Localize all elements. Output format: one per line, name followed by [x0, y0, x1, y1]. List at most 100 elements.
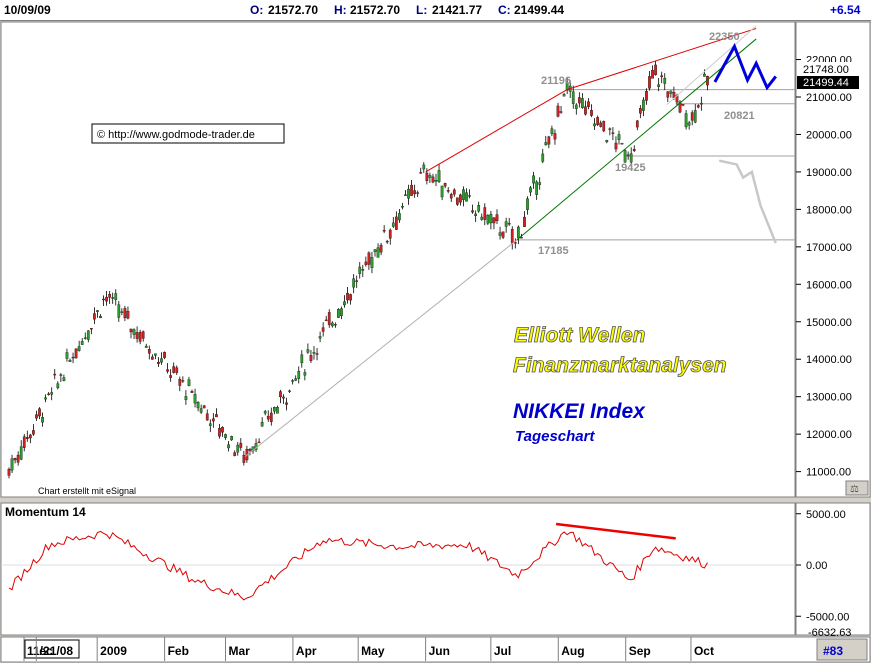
candle-body [364, 261, 368, 265]
candle-body [144, 345, 148, 348]
candle-body [71, 356, 75, 359]
price-tick-label: 13000.00 [806, 392, 852, 404]
candle-body [294, 378, 298, 381]
price-tick-label: 11000.00 [806, 467, 851, 479]
candle-body [639, 108, 642, 114]
candle-body [684, 113, 688, 128]
candle-body [93, 313, 96, 320]
candle-body [367, 252, 371, 265]
last-close-label: 21499.44 [803, 77, 849, 89]
candle-body [565, 82, 569, 91]
candle-body [340, 308, 343, 316]
long-term-trendline [244, 239, 518, 458]
candle-body [407, 188, 410, 199]
candle-body [416, 192, 420, 194]
candle-body [263, 411, 267, 414]
price-tick-label: 15000.00 [806, 317, 852, 329]
momentum-last-label: -6632.63 [808, 627, 851, 639]
candle-body [651, 70, 654, 79]
candle-body [279, 391, 282, 398]
candle-body [541, 153, 545, 162]
candle-body [544, 142, 548, 146]
candle-body [135, 332, 139, 339]
candle-body [654, 64, 657, 76]
candle-body [41, 416, 44, 423]
candle-body [233, 452, 237, 456]
low-value: 21421.77 [432, 3, 483, 17]
candle-body [550, 128, 554, 134]
support-resistance-levels [516, 89, 795, 241]
candle-body [132, 329, 136, 335]
candle-body [330, 322, 334, 327]
candle-body [434, 180, 438, 182]
candle-body [248, 449, 252, 451]
candle-body [620, 143, 624, 145]
candle-body [498, 232, 502, 236]
candle-body [272, 407, 276, 412]
candle-body [645, 91, 648, 101]
candle-body [28, 434, 32, 439]
candle-body [236, 444, 240, 453]
scale-icon[interactable] [845, 480, 869, 496]
candle-body [623, 150, 627, 163]
candle-body [86, 330, 90, 340]
candle-body [129, 328, 133, 333]
candle-body [163, 351, 166, 358]
time-tick-label: May [361, 644, 385, 658]
candle-body [696, 105, 700, 108]
candle-body [693, 110, 697, 123]
candle-body [99, 316, 102, 319]
candle-body [321, 327, 325, 332]
change-value: +6.54 [830, 3, 861, 17]
price-tick-labels: 22000.0021000.0020000.0019000.0018000.00… [796, 55, 852, 479]
chart-subtitle: Tageschart [515, 428, 595, 445]
candle-body [32, 430, 35, 435]
candle-body [141, 331, 145, 339]
time-axis-bar [0, 636, 871, 663]
candle-body [404, 194, 407, 196]
candle-body [428, 175, 432, 178]
time-tick-label: Mar [229, 644, 251, 658]
candle-body [449, 194, 453, 199]
candle-body [50, 392, 54, 395]
candle-body [401, 206, 404, 208]
candle-body [605, 140, 609, 143]
candle-body [157, 361, 160, 364]
candle-body [199, 408, 203, 413]
candle-body [303, 372, 307, 376]
time-tick-label: ec [39, 644, 53, 658]
candle-body [56, 383, 60, 389]
candle-body [538, 182, 542, 185]
candle-body [74, 348, 78, 359]
price-tick-label: 20000.00 [806, 129, 852, 141]
candle-body [440, 185, 444, 198]
price-tick-label: 17000.00 [806, 242, 852, 254]
watermark-box [91, 123, 285, 144]
forecast-path-bullish [713, 42, 777, 91]
candle-body [562, 94, 566, 97]
index-name: NIKKEI Index [513, 400, 646, 423]
candle-body [150, 356, 154, 360]
price-tick-label: 19000.00 [806, 167, 852, 179]
candle-body [175, 367, 179, 373]
candle-body [22, 436, 26, 448]
candle-body [559, 111, 563, 113]
candle-body [221, 427, 224, 433]
candle-body [452, 189, 456, 195]
candle-body [126, 310, 130, 319]
price-tick-label: 18000.00 [806, 204, 852, 216]
time-tick-label: Oct [694, 644, 714, 658]
candle-body [526, 198, 529, 210]
credit-text: Chart erstellt mit eSignal [38, 486, 136, 496]
candle-body [468, 195, 471, 197]
candle-body [13, 458, 17, 461]
low-label: L: [416, 3, 428, 17]
open-label: O: [250, 3, 264, 17]
resistance-trendline [425, 89, 568, 173]
candle-body [425, 172, 429, 181]
high-label: H: [334, 3, 347, 17]
candle-body [242, 454, 246, 463]
candle-body [700, 102, 703, 105]
level-label-20821: 20821 [724, 110, 755, 122]
time-tick-label: 11/21/08 [27, 644, 73, 658]
